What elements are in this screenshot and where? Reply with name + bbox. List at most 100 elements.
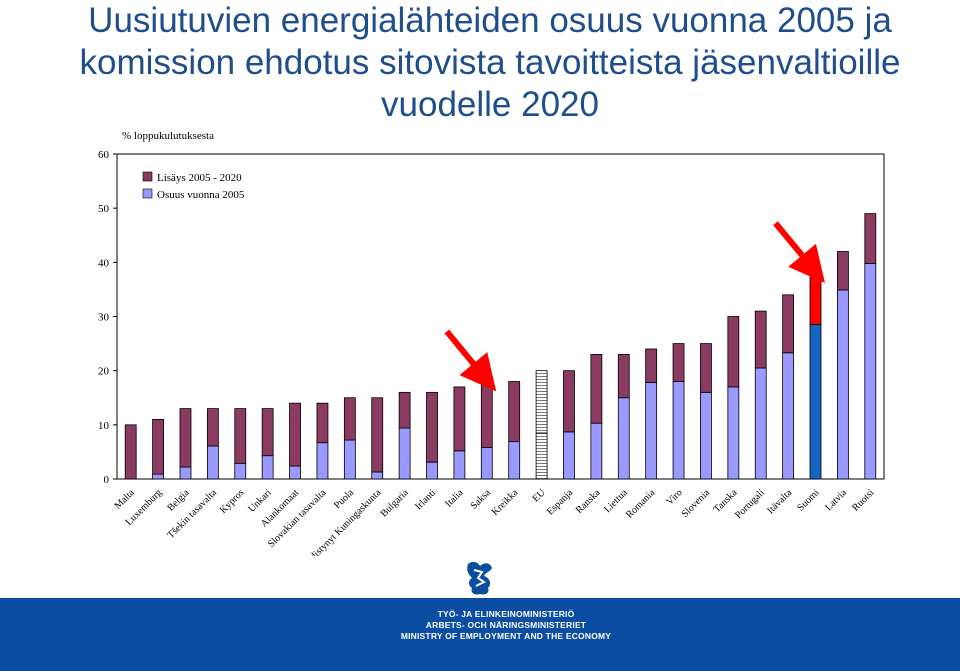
plot-frame <box>116 153 885 480</box>
bar-increase-Italia <box>453 386 466 452</box>
annotation-arrow <box>444 329 497 392</box>
bar-share-Slovakian tasavalta <box>316 442 329 480</box>
bar-share-Unkari <box>261 455 274 480</box>
bar-share-Irlanti <box>426 461 438 480</box>
bar-share-EU <box>535 432 548 480</box>
x-tick-label: Espanja <box>545 487 576 518</box>
bar-increase-Malta <box>124 424 137 480</box>
x-tick-label: Romania <box>624 487 658 521</box>
title-line-3: vuodelle 2020 <box>381 85 599 124</box>
x-tick-label: Suomi <box>795 487 821 513</box>
bar-increase-Romania <box>645 348 658 383</box>
x-tick-label: Ranska <box>574 487 603 516</box>
bar-share-Alankomaat <box>289 465 301 480</box>
bar-increase-Ruotsi <box>864 213 877 264</box>
y-tick-label: 30 <box>98 312 110 324</box>
bar-share-Belgia <box>179 466 192 480</box>
bar-increase-Alankomaat <box>289 402 301 467</box>
bar-increase-Latvia <box>837 251 849 291</box>
x-tick-label: Italia <box>443 487 466 510</box>
bar-share-Latvia <box>837 289 849 480</box>
bar-share-Tšekin tasavalta <box>206 445 219 480</box>
bar-share-Liettua <box>617 397 630 480</box>
bar-increase-Viro <box>672 343 685 382</box>
bar-share-Ranska <box>590 422 603 480</box>
y-axis-label: % loppukulutuksesta <box>122 130 214 142</box>
x-tick-label: Saksa <box>469 487 494 512</box>
legend-swatch-increase <box>142 171 153 182</box>
x-tick-label: EU <box>530 487 548 505</box>
bar-increase-Belgia <box>179 408 192 468</box>
bar-increase-Bulgaria <box>398 391 411 429</box>
bar-increase-Portugali <box>754 310 767 369</box>
legend-label-increase: Lisäys 2005 - 2020 <box>157 172 242 184</box>
bar-increase-Slovenia <box>700 343 712 393</box>
ministry-name-en: MINISTRY OF EMPLOYMENT AND THE ECONOMY <box>400 631 612 641</box>
bar-increase-Puola <box>343 397 356 441</box>
bar-increase-Tanska <box>727 316 740 388</box>
bar-share-Bulgaria <box>398 427 411 480</box>
ministry-name-fi: TYÖ- JA ELINKEINOMINISTERIÖ <box>437 609 575 619</box>
bar-share-Saksa <box>480 447 493 480</box>
x-tick-label: Kypros <box>218 487 247 516</box>
bar-increase-Irlanti <box>426 391 438 463</box>
bar-increase-Suomi <box>809 272 822 326</box>
x-tick-label: Malta <box>113 487 138 512</box>
bar-share-Tanska <box>727 386 740 480</box>
bar-share-Yhdistynyt Kuningaskunta <box>371 471 384 480</box>
bar-increase-Luxemburg <box>152 419 164 475</box>
x-tick-label: Bulgaria <box>379 487 412 520</box>
bar-increase-Slovakian tasavalta <box>316 402 329 444</box>
bar-share-Itävalta <box>782 352 795 480</box>
y-tick-label: 60 <box>98 149 110 161</box>
legend-swatch-share <box>142 188 153 199</box>
bar-increase-Tšekin tasavalta <box>206 408 219 447</box>
bar-share-Romania <box>645 382 658 480</box>
bar-increase-Espanja <box>563 370 575 433</box>
ministry-lion-logo <box>467 561 492 595</box>
annotation-arrow <box>773 221 825 284</box>
x-tick-label: Tšekin tasavalta <box>165 487 219 541</box>
ministry-name: TYÖ- JA ELINKEINOMINISTERIÖ ARBETS- OCH … <box>376 609 636 642</box>
bar-share-Italia <box>453 450 466 480</box>
x-tick-label: Portugali <box>733 487 767 521</box>
x-tick-label: Ruotsi <box>850 487 876 513</box>
bar-share-Suomi <box>809 324 822 480</box>
bar-increase-Kreikka <box>508 381 521 443</box>
y-tick-label: 10 <box>98 420 110 432</box>
ministry-name-sv: ARBETS- OCH NÄRINGSMINISTERIET <box>425 620 587 630</box>
x-tick-label: Puola <box>332 487 356 511</box>
bar-increase-Saksa <box>480 381 493 448</box>
x-tick-label: Viro <box>664 487 684 507</box>
y-tick-label: 40 <box>98 257 110 269</box>
bar-share-Slovenia <box>700 391 712 480</box>
bar-increase-Yhdistynyt Kuningaskunta <box>371 397 384 473</box>
x-tick-label: Latvia <box>823 487 849 513</box>
chart-title: Uusiutuvien energialähteiden osuus vuonn… <box>40 0 940 126</box>
bar-increase-Itävalta <box>782 294 795 354</box>
bar-share-Ruotsi <box>864 263 877 480</box>
x-tick-label: Slovenia <box>680 487 713 520</box>
bar-share-Luxemburg <box>152 473 164 480</box>
bar-share-Espanja <box>563 431 575 480</box>
bar-share-Puola <box>343 439 356 480</box>
bar-increase-EU <box>535 370 548 434</box>
x-tick-label: Irlanti <box>413 487 438 512</box>
bar-increase-Liettua <box>617 354 630 399</box>
bar-share-Kypros <box>234 462 247 480</box>
bar-increase-Kypros <box>234 408 247 464</box>
bar-increase-Ranska <box>590 354 603 424</box>
footer-band <box>0 598 960 671</box>
y-tick-label: 0 <box>104 474 110 486</box>
y-tick-label: 50 <box>98 203 110 215</box>
x-tick-label: Kreikka <box>490 487 521 518</box>
legend-label-share: Osuus vuonna 2005 <box>157 189 245 201</box>
x-tick-label: Itävalta <box>765 487 794 516</box>
y-tick-label: 20 <box>98 366 110 378</box>
bar-share-Portugali <box>754 367 767 480</box>
bar-increase-Unkari <box>261 408 274 457</box>
title-line-1: Uusiutuvien energialähteiden osuus vuonn… <box>88 1 892 40</box>
title-line-2: komission ehdotus sitovista tavoitteista… <box>79 43 901 82</box>
bar-share-Kreikka <box>508 441 521 480</box>
